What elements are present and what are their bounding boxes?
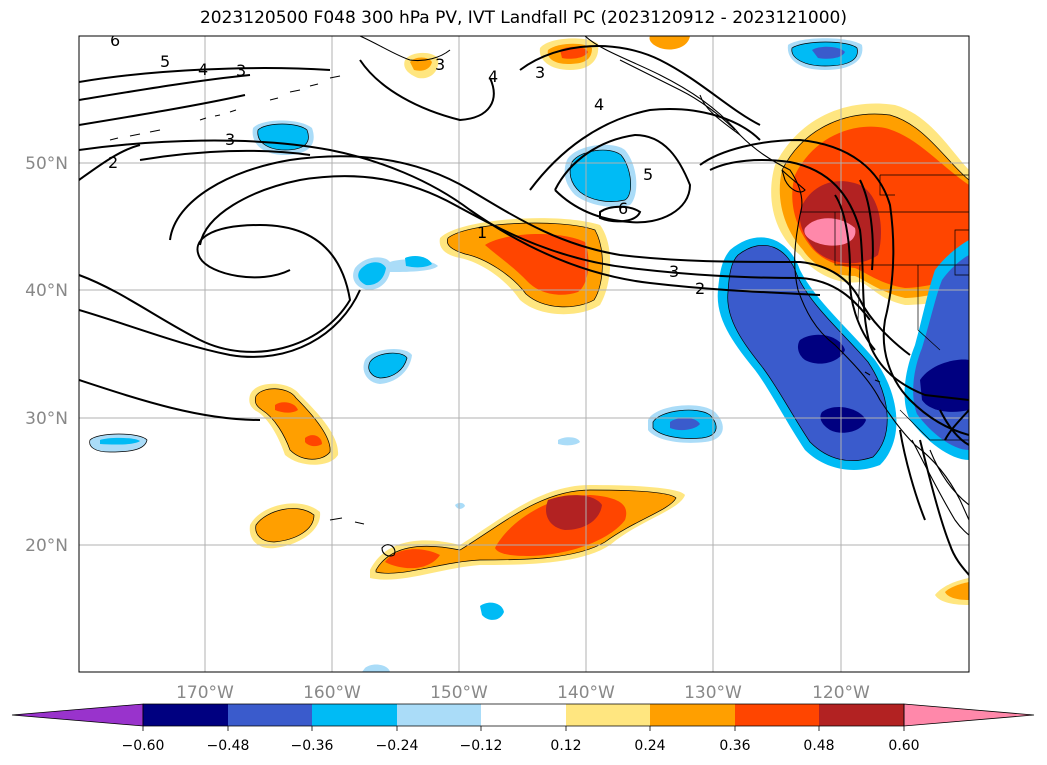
colorbar-tick-label: −0.36 <box>291 738 334 754</box>
cold-region <box>797 334 845 364</box>
colorbar-segment <box>312 704 397 726</box>
lon-label-170w: 170°W <box>176 683 234 703</box>
colorbar-ticks <box>142 726 905 731</box>
colorbar-segment <box>481 704 566 726</box>
contour-label: 4 <box>488 67 498 86</box>
colorbar-segment <box>566 704 650 726</box>
cold-region <box>362 664 390 672</box>
shade-outline <box>89 41 969 574</box>
contour-label: 3 <box>535 63 545 82</box>
warm-region <box>545 495 602 530</box>
warm-region <box>485 234 589 295</box>
colorbar-segment <box>650 704 735 726</box>
contour-label: 6 <box>618 199 628 218</box>
colorbar-tick-label: 0.12 <box>550 738 581 754</box>
contour-label: 5 <box>160 52 170 71</box>
cold-region <box>358 262 386 286</box>
latitude-axis: 50°N 40°N 30°N 20°N <box>25 154 68 556</box>
colorbar-tick-label: 0.24 <box>634 738 665 754</box>
warm-region <box>385 549 440 569</box>
cold-region <box>670 417 700 431</box>
warm-region <box>255 508 314 542</box>
colorbar-tick-label: 0.36 <box>719 738 750 754</box>
borders <box>800 174 969 441</box>
cold-region <box>257 124 309 150</box>
contour-label: 1 <box>477 223 487 242</box>
map-frame <box>78 35 970 673</box>
colorbar-tick-label: 0.60 <box>888 738 919 754</box>
contour-label: 3 <box>236 61 246 80</box>
warm-region <box>804 218 856 246</box>
colorbar-tick-label: −0.12 <box>460 738 503 754</box>
colorbar-extend-max <box>903 703 1035 727</box>
colorbar-tick-label: −0.48 <box>207 738 250 754</box>
contour-label: 4 <box>594 95 604 114</box>
contour-label: 3 <box>435 55 445 74</box>
warm-region <box>945 582 969 600</box>
lat-label-50n: 50°N <box>25 154 68 174</box>
cold-region <box>820 406 866 433</box>
warm-region <box>649 36 690 50</box>
pv-contours <box>79 45 969 576</box>
colorbar-extend-min <box>11 703 144 727</box>
colorbar-segment <box>143 704 228 726</box>
colorbar-segment <box>819 704 904 726</box>
cold-region <box>405 256 432 268</box>
lat-label-30n: 30°N <box>25 409 68 429</box>
cold-region <box>558 437 580 446</box>
colorbar-segment <box>735 704 819 726</box>
lon-label-120w: 120°W <box>812 683 870 703</box>
colorbar: −0.60 −0.48 −0.36 −0.24 −0.12 0.12 0.24 … <box>11 703 1035 754</box>
lat-label-40n: 40°N <box>25 281 68 301</box>
colorbar-tick-label: −0.60 <box>122 738 165 754</box>
contour-label: 5 <box>643 165 653 184</box>
lat-label-20n: 20°N <box>25 536 68 556</box>
page-title: 2023120500 F048 300 hPa PV, IVT Landfall… <box>199 8 847 28</box>
colorbar-tick-label: −0.24 <box>376 738 419 754</box>
contour-label: 4 <box>198 60 208 79</box>
contour-label: 2 <box>108 153 118 172</box>
contour-label: 3 <box>669 262 679 281</box>
cold-region <box>368 353 407 378</box>
colorbar-segment <box>397 704 481 726</box>
contour-label: 2 <box>695 279 705 298</box>
lon-label-130w: 130°W <box>684 683 742 703</box>
colorbar-segment <box>228 704 312 726</box>
contour-labels: 6 5 4 3 3 2 3 4 3 4 5 6 1 3 2 <box>108 31 705 298</box>
graticule <box>79 36 969 672</box>
cold-region <box>455 502 465 509</box>
contour-label: 3 <box>225 130 235 149</box>
lon-label-150w: 150°W <box>430 683 488 703</box>
lon-label-140w: 140°W <box>557 683 615 703</box>
cold-region <box>100 437 140 445</box>
cold-region <box>480 602 504 620</box>
cold-region <box>812 46 845 59</box>
contour-label: 6 <box>110 31 120 50</box>
colorbar-tick-label: 0.48 <box>803 738 834 754</box>
warm-region <box>305 435 322 447</box>
warm-region <box>275 402 298 413</box>
lon-label-160w: 160°W <box>303 683 361 703</box>
longitude-axis: 170°W 160°W 150°W 140°W 130°W 120°W <box>176 683 870 703</box>
